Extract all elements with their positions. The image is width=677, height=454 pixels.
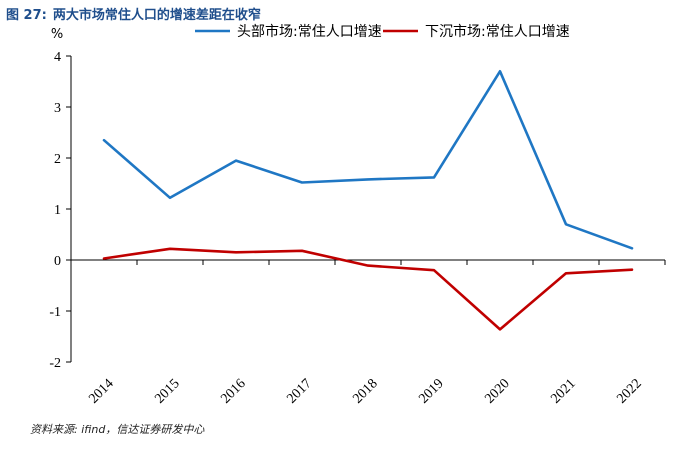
y-tick-label: 1	[54, 203, 61, 218]
figure-source: 资料来源: ifind，信达证券研发中心	[30, 423, 205, 436]
figure-number: 图 27:	[6, 8, 47, 23]
x-tick-label: 2018	[350, 376, 380, 406]
x-tick-label: 2017	[284, 376, 314, 406]
legend-label-1: 头部市场:常住人口增速	[237, 23, 382, 40]
series-line-2	[102, 247, 634, 331]
legend-label-2: 下沉市场:常住人口增速	[425, 23, 570, 40]
x-tick-label: 2021	[548, 376, 578, 406]
x-tick-label: 2014	[86, 376, 116, 406]
x-tick-label: 2022	[614, 376, 644, 406]
y-tick-label: -1	[49, 305, 61, 320]
y-axis-unit-label: %	[51, 27, 63, 42]
figure-title: 图 27: 两大市场常住人口的增速差距在收窄	[6, 4, 261, 23]
y-tick-label: 4	[54, 50, 61, 65]
y-tick-label: 3	[54, 101, 61, 116]
y-tick-label: 0	[54, 254, 61, 269]
y-tick-label: -2	[49, 356, 61, 371]
x-tick-label: 2019	[416, 376, 446, 406]
series-line-1	[102, 70, 634, 250]
y-tick-label: 2	[54, 152, 61, 167]
figure-title-text: 两大市场常住人口的增速差距在收窄	[52, 8, 261, 23]
x-tick-label: 2016	[218, 376, 248, 406]
x-tick-label: 2015	[152, 376, 182, 406]
x-tick-label: 2020	[482, 376, 512, 406]
